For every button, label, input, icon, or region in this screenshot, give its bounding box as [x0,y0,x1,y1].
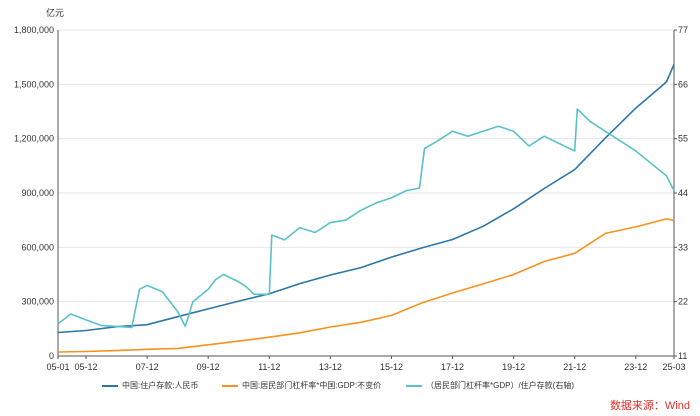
right-tick-label: 22 [678,297,688,307]
axes [57,29,677,359]
x-tick-label: 13-12 [319,362,342,372]
x-tick-label: 11-12 [258,362,280,372]
legend-item-leverage-gdp: 中国:居民部门杠杆率*中国:GDP:不变价 [222,380,381,391]
right-tick-label: 11 [678,351,687,361]
x-tick-label: 19-12 [502,362,525,372]
x-tick-label: 23-12 [624,362,647,372]
source-note: 数据来源：Wind [609,400,690,412]
right-tick-label: 55 [678,134,688,144]
x-tick-label: 21-12 [563,362,586,372]
left-axis-ticks: 0 300,000 600,000 900,000 1,200,000 1,500,000… [14,25,54,361]
x-tick-label: 17-12 [441,362,464,372]
left-tick-label: 1,200,000 [14,134,54,144]
line-chart: 0 300,000 600,000 900,000 1,200,000 1,500,000… [14,7,688,372]
right-tick-label: 66 [678,79,688,89]
x-tick-label: 09-12 [197,362,220,372]
legend-label: 中国:住户存款:人民币 [122,381,199,390]
right-tick-label: 33 [678,242,688,252]
legend-label: 中国:居民部门杠杆率*中国:GDP:不变价 [242,381,382,390]
x-tick-label: 05-12 [74,362,97,372]
left-tick-label: 1,800,000 [14,25,54,35]
series-line [57,108,675,329]
legend-swatch [406,384,422,387]
left-tick-label: 600,000 [21,242,54,252]
series-lines [57,64,675,353]
left-tick-label: 1,500,000 [14,79,54,89]
left-tick-label: 0 [49,351,54,361]
legend-swatch [102,384,118,387]
x-tick-label: 07-12 [136,362,159,372]
right-axis-ticks: 11 22 33 44 55 66 77 [678,25,688,361]
x-tick-label: 05-01 [46,362,69,372]
x-tick-label: 15-12 [380,362,403,372]
legend-swatch [222,384,238,387]
right-tick-label: 77 [678,25,688,35]
grid-lines [58,29,674,303]
left-tick-label: 300,000 [21,297,54,307]
right-tick-label: 44 [678,188,688,198]
legend-label: （居民部门杠杆率*GDP）/住户存款(右轴) [426,381,574,390]
series-line [57,218,675,353]
left-tick-label: 900,000 [21,188,54,198]
legend-item-ratio: （居民部门杠杆率*GDP）/住户存款(右轴) [406,380,574,391]
x-axis-ticks: 05-01 05-12 07-12 09-12 11-12 13-12 15-12 17-12… [46,362,685,372]
series-line [57,64,675,334]
legend: 中国:住户存款:人民币 中国:居民部门杠杆率*中国:GDP:不变价 （居民部门杠… [0,380,700,400]
x-tick-label: 25-03 [662,362,685,372]
left-axis-unit: 亿元 [46,7,64,18]
legend-item-deposits: 中国:住户存款:人民币 [102,380,198,391]
